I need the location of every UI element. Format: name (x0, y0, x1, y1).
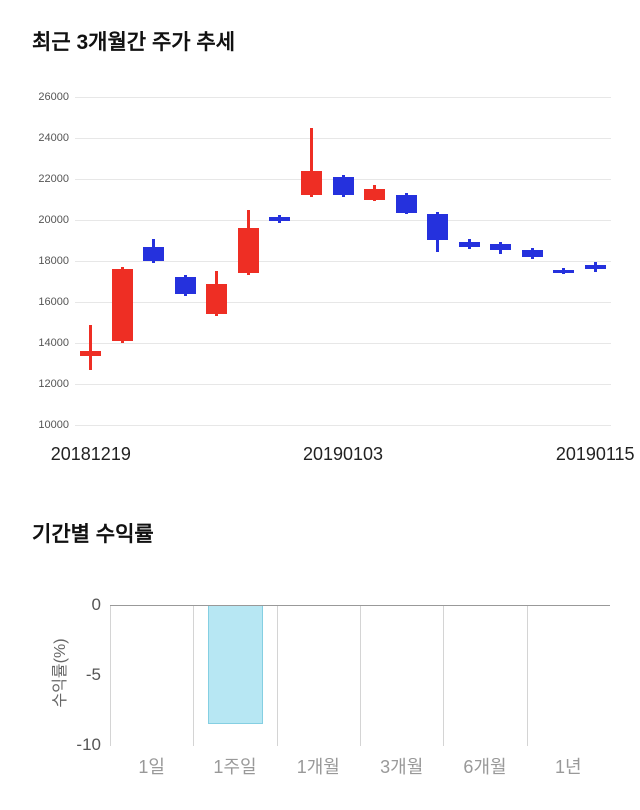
candle-y-axis: 10000 12000 14000 16000 18000 20000 22000 24000… (25, 91, 69, 431)
grid-line (276, 606, 278, 746)
grid-line (75, 302, 611, 303)
x-axis-category-label: 6개월 (463, 757, 507, 777)
y-axis-tick-label: 0 (91, 595, 101, 614)
candle-body (395, 195, 417, 213)
x-axis-tick-label: 20190115 (555, 444, 635, 464)
y-axis-tick-label: 20000 (38, 214, 69, 226)
candle-body (301, 170, 322, 196)
y-axis-tick-label: 10000 (38, 419, 69, 431)
bar-x-axis: 1일 1주일 1개월 3개월 6개월 1년 (110, 753, 610, 777)
y-axis-tick-label: 26000 (38, 91, 69, 103)
candle-wick (310, 127, 313, 198)
candle-body (174, 277, 196, 294)
grid-line (75, 261, 611, 262)
candle-x-axis: 20181219 20190103 20190115 (51, 444, 635, 468)
candlestick-chart (75, 97, 611, 426)
y-axis-tick-label: 16000 (38, 296, 69, 308)
y-axis-tick-label: -10 (76, 735, 101, 754)
y-axis-tick-label: 12000 (38, 378, 69, 390)
y-axis-tick-label: 22000 (38, 173, 69, 185)
candle-body (237, 228, 259, 274)
candle-body (143, 246, 165, 261)
bar-y-axis: 0 -5 -10 (41, 595, 101, 754)
grid-line (526, 606, 528, 746)
y-axis-tick-label: -5 (85, 665, 101, 684)
candle-body (458, 241, 480, 247)
grid-line (75, 220, 611, 221)
x-axis-category-label: 1개월 (296, 757, 340, 777)
grid-line (75, 384, 611, 385)
y-axis-tick-label: 18000 (38, 255, 69, 267)
grid-line (75, 97, 611, 98)
candle-body (206, 283, 228, 315)
x-axis-category-label: 1일 (138, 757, 165, 777)
candle-wick (89, 324, 93, 370)
grid-line (193, 606, 195, 746)
grid-line (360, 606, 361, 746)
y-axis-tick-label: 24000 (38, 132, 69, 144)
returns-bar-chart (110, 605, 610, 746)
grid-line (75, 138, 611, 139)
grid-line (75, 343, 611, 344)
x-axis-category-label: 1년 (555, 757, 582, 777)
x-axis-category-label: 1주일 (213, 757, 257, 777)
candle-body (80, 351, 102, 357)
y-axis-tick-label: 14000 (38, 337, 69, 349)
grid-line (110, 606, 111, 746)
candle-body (521, 249, 543, 257)
candle-body (269, 216, 291, 221)
stock-trend-title: 최근 3개월간 주가 추세 (32, 31, 236, 54)
candle-body (364, 189, 385, 200)
return-bar (207, 606, 263, 724)
x-axis-tick-label: 20190103 (302, 444, 384, 464)
candle-body (332, 177, 354, 196)
candle-body (584, 265, 606, 270)
candle-body (490, 243, 512, 250)
x-axis-category-label: 3개월 (380, 757, 424, 777)
candle-body (553, 270, 575, 274)
candle-body (111, 269, 133, 341)
grid-line (443, 606, 445, 746)
x-axis-tick-label: 20181219 (50, 444, 131, 464)
candle-body (427, 213, 449, 241)
period-returns-title: 기간별 수익률 (32, 523, 154, 546)
grid-line (75, 425, 611, 426)
